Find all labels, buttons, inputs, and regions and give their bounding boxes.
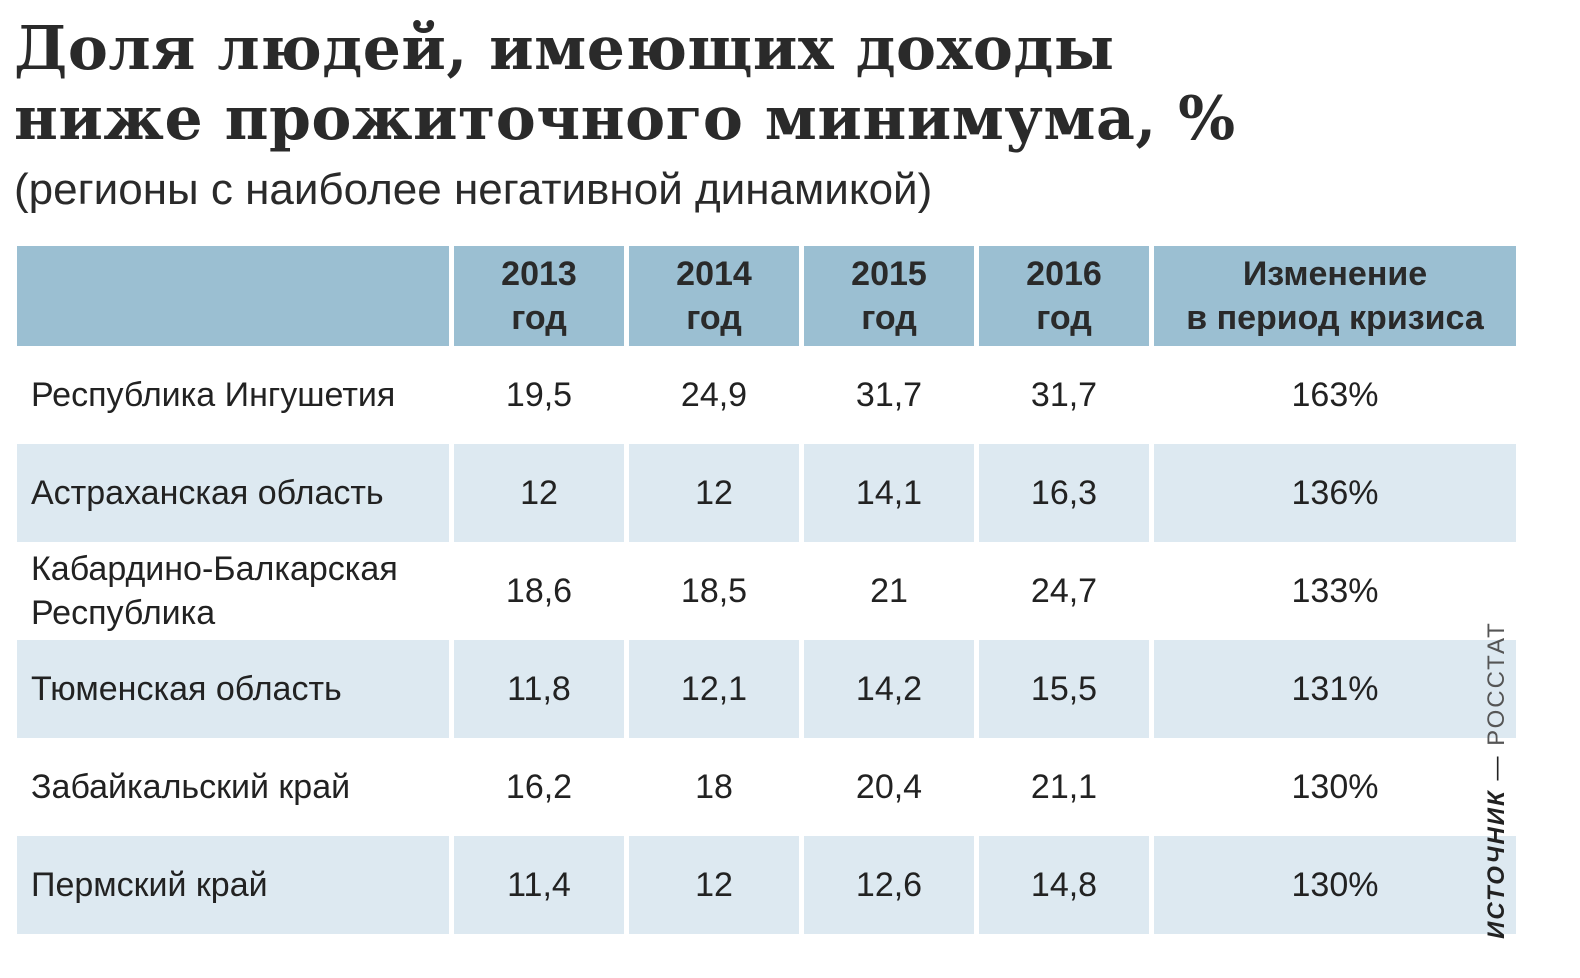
region-cell: Пермский край	[17, 836, 449, 934]
source-name: РОССТАТ	[1483, 621, 1510, 746]
header-line: год	[1036, 299, 1092, 337]
region-cell: Астраханская область	[17, 444, 449, 542]
table-row: Пермский край 11,4 12 12,6 14,8 130%	[17, 836, 1516, 934]
value-cell-2013: 11,8	[454, 640, 624, 738]
change-cell: 131%	[1154, 640, 1516, 738]
change-cell: 136%	[1154, 444, 1516, 542]
table-row: Тюменская область 11,8 12,1 14,2 15,5 13…	[17, 640, 1516, 738]
region-cell: Тюменская область	[17, 640, 449, 738]
change-cell: 163%	[1291, 375, 1379, 414]
header-line: 2013	[501, 255, 577, 293]
chart-title: Доля людей, имеющих доходы ниже прожиточ…	[14, 14, 1314, 154]
value-cell-2014: 12,1	[629, 640, 799, 738]
value-cell-2015: 21	[870, 571, 908, 610]
value-cell-2015: 31,7	[855, 375, 923, 414]
value-cell-2014: 18,5	[680, 571, 748, 610]
change-cell: 130%	[1154, 836, 1516, 934]
value-cell-2014: 18	[695, 767, 733, 806]
table-header: 2013 год 2014 год 2015 год 2016 год Изменени…	[17, 246, 1516, 346]
value-cell-2015: 14,1	[804, 444, 974, 542]
header-line: 2015	[851, 255, 927, 293]
source-credit: ИСТОЧНИК — РОССТАТ	[1483, 621, 1511, 939]
value-cell-2013: 11,4	[454, 836, 624, 934]
value-cell-2016: 24,7	[1030, 571, 1098, 610]
table-row: Республика Ингушетия 19,5 24,9 31,7 31,7…	[17, 346, 1516, 444]
header-line: год	[511, 299, 567, 337]
table-row: Астраханская область 12 12 14,1 16,3 136…	[17, 444, 1516, 542]
value-cell-2013: 16,2	[505, 767, 573, 806]
value-cell-2014: 12	[629, 444, 799, 542]
data-table: 2013 год 2014 год 2015 год 2016 год Изменени…	[12, 246, 1521, 934]
value-cell-2014: 12	[629, 836, 799, 934]
header-change: Изменение в период кризиса	[1154, 246, 1516, 346]
value-cell-2013: 19,5	[505, 375, 573, 414]
change-cell: 130%	[1291, 767, 1379, 806]
header-year-2014: 2014 год	[629, 246, 799, 346]
value-cell-2016: 16,3	[979, 444, 1149, 542]
header-year-2013: 2013 год	[454, 246, 624, 346]
value-cell-2014: 24,9	[680, 375, 748, 414]
table-row: Забайкальский край 16,2 18 20,4 21,1 130…	[17, 738, 1516, 836]
change-cell: 133%	[1291, 571, 1379, 610]
value-cell-2016: 15,5	[979, 640, 1149, 738]
value-cell-2013: 18,6	[505, 571, 573, 610]
chart-title-line: ниже прожиточного минимума, %	[14, 84, 1236, 154]
value-cell-2015: 20,4	[855, 767, 923, 806]
value-cell-2016: 31,7	[1030, 375, 1098, 414]
header-year-2015: 2015 год	[804, 246, 974, 346]
header-line: год	[686, 299, 742, 337]
value-cell-2015: 12,6	[804, 836, 974, 934]
value-cell-2016: 14,8	[979, 836, 1149, 934]
chart-title-line: Доля людей, имеющих доходы	[14, 14, 1115, 84]
region-cell: Республика Ингушетия	[31, 376, 396, 414]
header-line: 2016	[1026, 255, 1102, 293]
region-cell: Кабардино-Балкарская Республика	[31, 550, 398, 632]
source-label: ИСТОЧНИК	[1483, 789, 1510, 939]
value-cell-2013: 12	[454, 444, 624, 542]
value-cell-2015: 14,2	[804, 640, 974, 738]
header-region-blank	[17, 246, 449, 346]
header-year-2016: 2016 год	[979, 246, 1149, 346]
chart-subtitle: (регионы с наиболее негативной динамикой…	[14, 165, 933, 214]
table-body: Республика Ингушетия 19,5 24,9 31,7 31,7…	[17, 346, 1516, 934]
source-separator: —	[1483, 745, 1510, 790]
region-cell: Забайкальский край	[31, 768, 351, 806]
value-cell-2016: 21,1	[1030, 767, 1098, 806]
header-line: 2014	[676, 255, 752, 293]
header-row: 2013 год 2014 год 2015 год 2016 год Изменени…	[17, 246, 1516, 346]
header-line: в период кризиса	[1186, 299, 1484, 337]
header-line: год	[861, 299, 917, 337]
table-row: Кабардино-Балкарская Республика 18,6 18,…	[17, 542, 1516, 640]
header-line: Изменение	[1242, 255, 1428, 293]
